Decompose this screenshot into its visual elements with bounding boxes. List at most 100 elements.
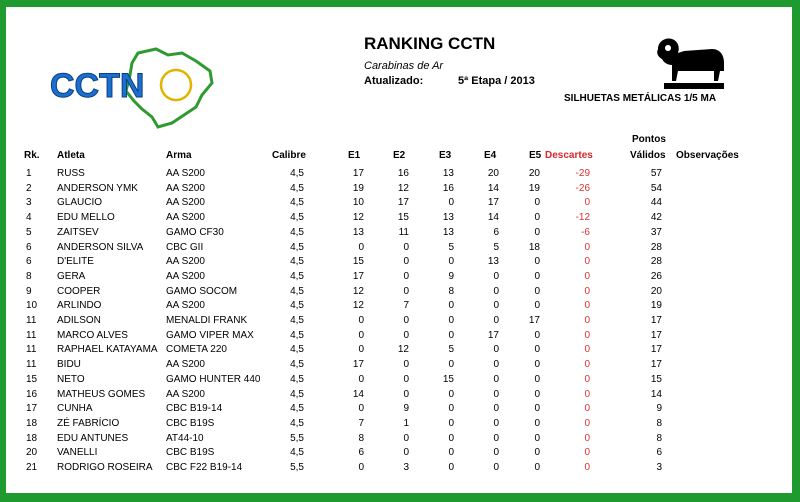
col-header-rank: Rk. bbox=[24, 150, 40, 161]
cell-e5: 0 bbox=[534, 197, 540, 209]
cell-rank: 17 bbox=[26, 403, 38, 415]
col-header-athlete: Atleta bbox=[57, 150, 85, 161]
cell-e4: 0 bbox=[493, 417, 499, 429]
cell-rank: 11 bbox=[26, 315, 37, 326]
cell-weapon: MENALDI FRANK bbox=[166, 315, 248, 326]
cell-points: 26 bbox=[650, 270, 662, 282]
cell-rank: 21 bbox=[26, 462, 38, 473]
cell-rank: 11 bbox=[26, 344, 37, 356]
cell-e4: 13 bbox=[487, 256, 499, 268]
cell-weapon: CBC B19S bbox=[166, 417, 215, 429]
cell-discards: 0 bbox=[584, 403, 590, 415]
cell-e3: 0 bbox=[448, 300, 454, 312]
col-header-notes: Observações bbox=[676, 150, 739, 161]
cell-e5: 0 bbox=[534, 432, 540, 444]
cell-points: 14 bbox=[650, 388, 662, 400]
cell-points: 9 bbox=[656, 403, 662, 415]
cell-discards: 0 bbox=[584, 462, 590, 473]
cell-e5: 0 bbox=[534, 373, 540, 385]
cell-e5: 0 bbox=[534, 359, 540, 371]
cell-points: 3 bbox=[656, 462, 662, 473]
cell-points: 54 bbox=[650, 182, 662, 194]
cell-e4: 20 bbox=[487, 168, 499, 179]
cell-e2: 0 bbox=[403, 388, 409, 400]
cell-e1: 13 bbox=[352, 226, 364, 238]
cell-discards: 0 bbox=[584, 329, 590, 341]
cell-weapon: AT44-10 bbox=[166, 432, 204, 444]
cell-e2: 0 bbox=[403, 315, 409, 326]
cell-weapon: CBC B19S bbox=[166, 447, 215, 459]
col-header-e4: E4 bbox=[484, 150, 497, 161]
cell-weapon: AA S200 bbox=[166, 212, 205, 224]
cctn-logo: CCTN bbox=[50, 47, 214, 129]
cell-rank: 20 bbox=[26, 447, 38, 459]
cell-caliber: 4,5 bbox=[290, 285, 304, 297]
cell-e3: 0 bbox=[448, 417, 454, 429]
cell-points: 17 bbox=[650, 359, 662, 371]
cell-e1: 0 bbox=[358, 373, 364, 385]
cell-points: 28 bbox=[650, 241, 662, 253]
cell-weapon: AA S200 bbox=[166, 300, 205, 312]
page-subtitle: Carabinas de Ar bbox=[364, 60, 444, 72]
cell-e3: 0 bbox=[448, 388, 454, 400]
cell-e3: 13 bbox=[442, 212, 454, 224]
cell-e4: 17 bbox=[487, 329, 499, 341]
cell-e3: 8 bbox=[448, 285, 454, 297]
cell-weapon: AA S200 bbox=[166, 359, 205, 371]
cell-weapon: AA S200 bbox=[166, 388, 205, 400]
cell-e2: 17 bbox=[397, 197, 409, 209]
cell-e2: 0 bbox=[403, 256, 409, 268]
cell-points: 37 bbox=[650, 226, 662, 238]
cell-e1: 12 bbox=[352, 212, 364, 224]
cell-e4: 0 bbox=[493, 270, 499, 282]
cell-athlete: EDU MELLO bbox=[57, 212, 115, 224]
cell-discards: 0 bbox=[584, 270, 590, 282]
cell-e4: 0 bbox=[493, 359, 499, 371]
cell-athlete: RAPHAEL KATAYAMA bbox=[57, 344, 158, 356]
cell-caliber: 4,5 bbox=[290, 256, 304, 268]
cell-points: 8 bbox=[656, 417, 662, 429]
cell-e2: 0 bbox=[403, 447, 409, 459]
cell-discards: -6 bbox=[581, 226, 590, 238]
cell-e4: 17 bbox=[487, 197, 499, 209]
cell-athlete: ANDERSON SILVA bbox=[57, 241, 144, 253]
cell-athlete: EDU ANTUNES bbox=[57, 432, 129, 444]
cell-e1: 0 bbox=[358, 403, 364, 415]
cell-points: 6 bbox=[656, 447, 662, 459]
cell-athlete: BIDU bbox=[57, 359, 81, 371]
col-header-points-line2: Válidos bbox=[630, 150, 666, 161]
cell-rank: 2 bbox=[26, 182, 32, 194]
cell-e1: 0 bbox=[358, 241, 364, 253]
cell-caliber: 4,5 bbox=[290, 344, 304, 356]
cell-e4: 0 bbox=[493, 285, 499, 297]
cell-caliber: 4,5 bbox=[290, 300, 304, 312]
cell-caliber: 5,5 bbox=[290, 432, 304, 444]
cell-e1: 0 bbox=[358, 344, 364, 356]
cell-athlete: MATHEUS GOMES bbox=[57, 388, 146, 400]
cell-e5: 0 bbox=[534, 462, 540, 473]
col-header-discards: Descartes bbox=[545, 150, 593, 161]
cell-e3: 0 bbox=[448, 256, 454, 268]
cell-discards: 0 bbox=[584, 417, 590, 429]
target-ring-icon bbox=[159, 68, 193, 102]
cell-e1: 10 bbox=[352, 197, 364, 209]
cell-rank: 6 bbox=[26, 256, 32, 268]
cell-points: 28 bbox=[650, 256, 662, 268]
cell-e2: 7 bbox=[403, 300, 409, 312]
cell-discards: -29 bbox=[575, 168, 590, 179]
cell-rank: 11 bbox=[26, 359, 37, 371]
cell-e2: 0 bbox=[403, 373, 409, 385]
cell-e3: 0 bbox=[448, 447, 454, 459]
cell-caliber: 4,5 bbox=[290, 270, 304, 282]
cell-e3: 5 bbox=[448, 344, 454, 356]
cell-e1: 0 bbox=[358, 329, 364, 341]
cell-athlete: ARLINDO bbox=[57, 300, 102, 312]
cell-caliber: 4,5 bbox=[290, 315, 304, 326]
cell-athlete: CUNHA bbox=[57, 403, 93, 415]
col-header-caliber: Calibre bbox=[272, 150, 306, 161]
cell-caliber: 4,5 bbox=[290, 447, 304, 459]
cell-e3: 0 bbox=[448, 462, 454, 473]
cell-e1: 8 bbox=[358, 432, 364, 444]
cell-rank: 11 bbox=[26, 329, 37, 341]
cell-discards: 0 bbox=[584, 388, 590, 400]
